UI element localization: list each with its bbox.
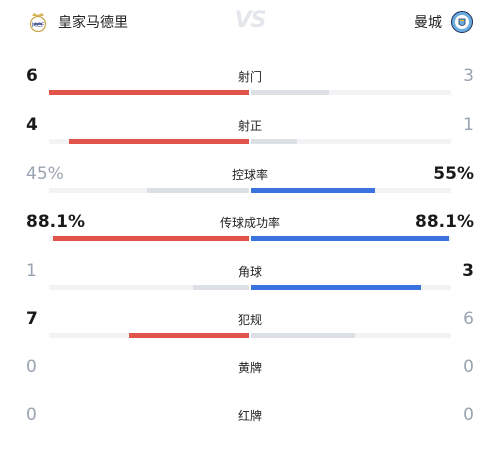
- away-stat-bar-track: [251, 333, 451, 338]
- away-stat-bar-track: [251, 90, 451, 95]
- away-stat-value: 3: [463, 66, 474, 86]
- away-stat-bar-track: [251, 139, 451, 144]
- home-stat-bar: [147, 188, 249, 193]
- away-stat-bar: [251, 90, 329, 95]
- home-stat-bar-track: [49, 333, 249, 338]
- home-team[interactable]: MCF 皇家马德里: [26, 10, 128, 34]
- stat-label: 犯规: [237, 313, 263, 327]
- stat-row: 0 红牌 0: [0, 405, 500, 453]
- away-stat-bar: [251, 188, 375, 193]
- man-city-crest-icon: [451, 11, 473, 33]
- stat-label: 控球率: [231, 168, 269, 182]
- home-stat-bar-track: [49, 90, 249, 95]
- away-stat-bar-track: [251, 285, 451, 290]
- away-team[interactable]: 曼城: [414, 10, 474, 34]
- stat-row: 6 射门 3: [0, 66, 500, 114]
- stat-label: 传球成功率: [219, 216, 281, 230]
- home-stat-bar: [69, 139, 249, 144]
- stat-label: 红牌: [237, 409, 263, 423]
- home-stat-value: 88.1%: [26, 212, 85, 232]
- home-stat-bar-track: [49, 285, 249, 290]
- stat-label: 射门: [237, 70, 263, 84]
- away-stat-value: 55%: [433, 164, 474, 184]
- home-stat-value: 4: [26, 115, 38, 135]
- away-stat-bar: [251, 139, 297, 144]
- stat-row: 0 黄牌 0: [0, 357, 500, 405]
- away-stat-bar: [251, 236, 449, 241]
- svg-text:MCF: MCF: [32, 22, 45, 29]
- away-stat-value: 0: [463, 357, 474, 377]
- stat-label: 角球: [237, 265, 263, 279]
- away-stat-value: 6: [463, 309, 474, 329]
- stat-row: 1 角球 3: [0, 261, 500, 309]
- away-stat-bar-track: [251, 236, 451, 241]
- home-stat-bar-track: [49, 236, 249, 241]
- away-stat-bar: [251, 333, 355, 338]
- home-stat-value: 1: [26, 261, 37, 281]
- home-team-name: 皇家马德里: [58, 15, 128, 31]
- away-stat-bar-track: [251, 188, 451, 193]
- real-madrid-crest-icon: MCF: [29, 13, 47, 33]
- home-stat-bar-track: [49, 188, 249, 193]
- stat-row: 88.1% 传球成功率 88.1%: [0, 212, 500, 260]
- home-stat-bar: [129, 333, 249, 338]
- home-stat-value: 7: [26, 309, 38, 329]
- home-stat-value: 0: [26, 405, 37, 425]
- stat-label: 射正: [237, 119, 263, 133]
- stat-row: 45% 控球率 55%: [0, 164, 500, 212]
- away-team-name: 曼城: [414, 15, 442, 31]
- home-stat-value: 45%: [26, 164, 64, 184]
- stat-row: 4 射正 1: [0, 115, 500, 163]
- away-stat-value: 3: [462, 261, 474, 281]
- home-stat-value: 0: [26, 357, 37, 377]
- away-stat-bar: [251, 285, 421, 290]
- away-stat-value: 1: [463, 115, 474, 135]
- match-header: MCF 皇家马德里 VS 曼城: [0, 0, 500, 44]
- home-stat-bar: [193, 285, 249, 290]
- away-stat-value: 88.1%: [415, 212, 474, 232]
- away-stat-value: 0: [463, 405, 474, 425]
- stat-row: 7 犯规 6: [0, 309, 500, 357]
- vs-label: VS: [234, 8, 267, 33]
- stat-label: 黄牌: [237, 361, 263, 375]
- home-stat-bar: [49, 90, 249, 95]
- home-stat-bar: [53, 236, 249, 241]
- home-stat-bar-track: [49, 139, 249, 144]
- home-stat-value: 6: [26, 66, 38, 86]
